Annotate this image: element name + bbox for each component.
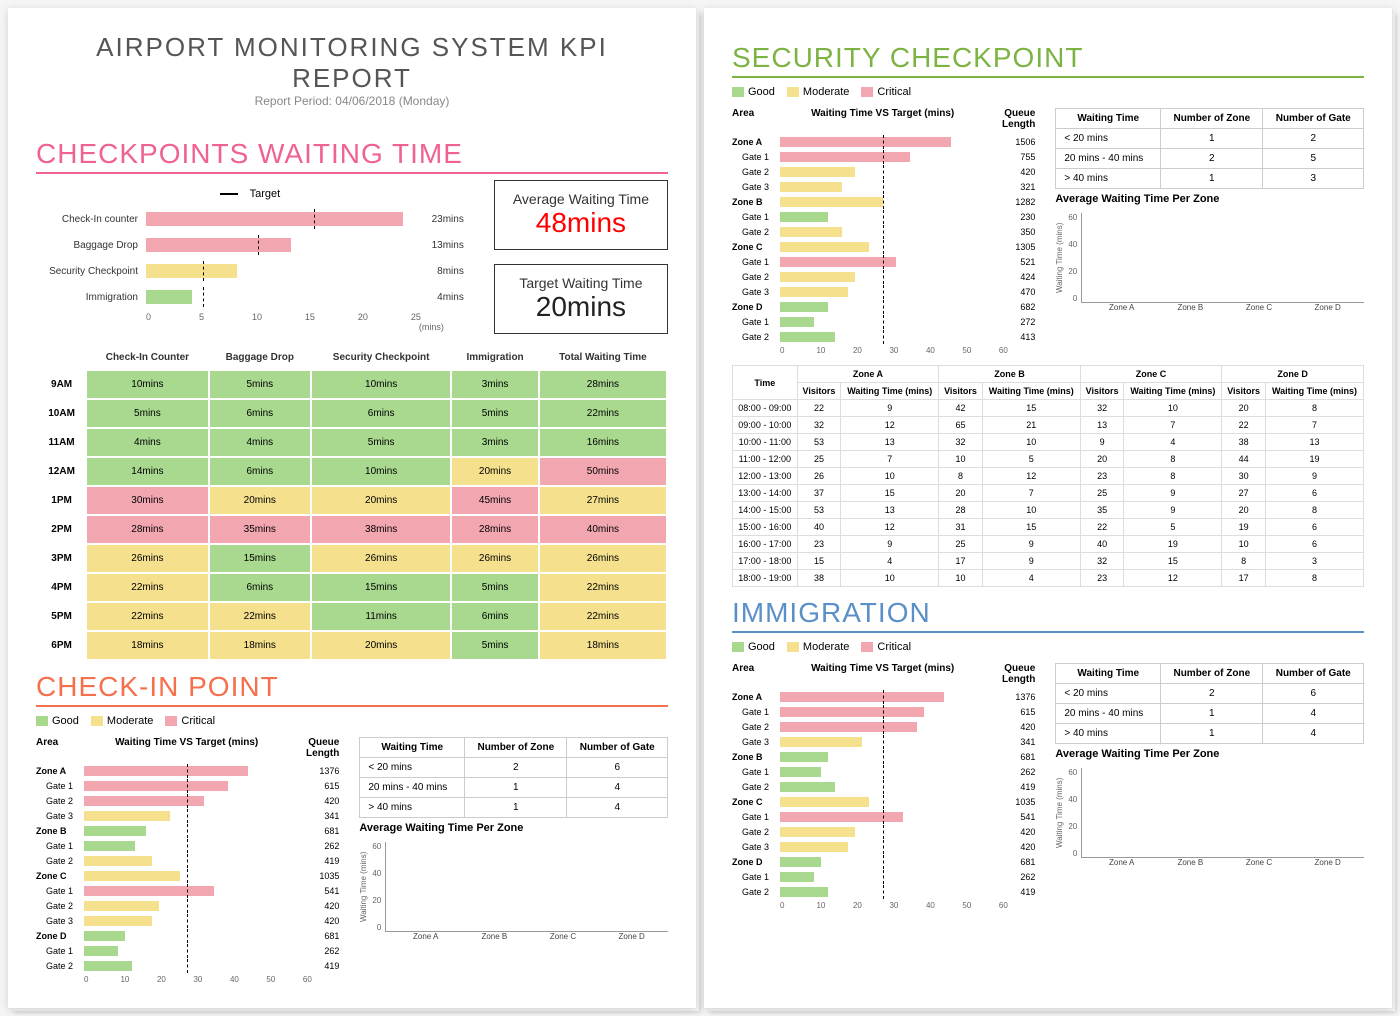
immigration-bar-chart: Average Waiting Time Per Zone Waiting Ti… <box>1055 748 1364 858</box>
zone-row: Gate 1615 <box>36 778 339 793</box>
zone-row: Gate 3321 <box>732 179 1035 194</box>
checkpoints-grid-table: Check-In CounterBaggage DropSecurity Che… <box>36 346 668 661</box>
zone-row: Zone A1506 <box>732 134 1035 149</box>
checkin-bar-chart: Average Waiting Time Per Zone Waiting Ti… <box>359 822 668 932</box>
zone-row: Gate 1541 <box>732 809 1035 824</box>
zone-row: Zone C1035 <box>732 794 1035 809</box>
zone-row: Gate 3420 <box>732 839 1035 854</box>
zone-row: Gate 2419 <box>36 853 339 868</box>
zone-row: Gate 2413 <box>732 329 1035 344</box>
zone-row: Gate 1262 <box>36 943 339 958</box>
zone-row: Gate 2419 <box>732 779 1035 794</box>
zone-row: Gate 1262 <box>732 764 1035 779</box>
security-bar-chart: Average Waiting Time Per Zone Waiting Ti… <box>1055 193 1364 303</box>
zone-row: Zone C1305 <box>732 239 1035 254</box>
security-detail-table: TimeZone AZone BZone CZone DVisitorsWait… <box>732 365 1364 587</box>
zone-row: Gate 1521 <box>732 254 1035 269</box>
zone-row: Gate 2420 <box>36 793 339 808</box>
zone-row: Zone C1035 <box>36 868 339 883</box>
checkin-heading: CHECK-IN POINT <box>36 671 668 707</box>
zone-row: Gate 2419 <box>36 958 339 973</box>
status-legend: GoodModerateCritical <box>732 86 1364 98</box>
hbar-row: Immigration4mins <box>36 286 464 308</box>
zone-row: Gate 1262 <box>732 869 1035 884</box>
zone-row: Gate 1262 <box>36 838 339 853</box>
kpi-card: Target Waiting Time20mins <box>494 264 668 334</box>
zone-row: Gate 3341 <box>732 734 1035 749</box>
checkpoints-x-axis: 0510152025 <box>146 312 464 322</box>
report-page-1: AIRPORT MONITORING SYSTEM KPI REPORT Rep… <box>8 8 696 1008</box>
zone-row: Zone D681 <box>36 928 339 943</box>
zone-row: Zone D681 <box>732 854 1035 869</box>
zone-row: Gate 1541 <box>36 883 339 898</box>
kpi-card: Average Waiting Time48mins <box>494 180 668 250</box>
zone-row: Gate 1230 <box>732 209 1035 224</box>
zone-row: Gate 2420 <box>732 824 1035 839</box>
checkpoints-hbar-chart: Check-In counter23mins Baggage Drop13mins… <box>36 208 464 308</box>
hbar-row: Security Checkpoint8mins <box>36 260 464 282</box>
zone-row: Gate 3420 <box>36 913 339 928</box>
kpi-cards: Average Waiting Time48mins Target Waiting… <box>494 180 668 334</box>
report-page-2: SECURITY CHECKPOINT GoodModerateCritical… <box>704 8 1392 1008</box>
zone-row: Gate 2420 <box>732 164 1035 179</box>
zone-row: Zone B1282 <box>732 194 1035 209</box>
zone-row: Gate 2424 <box>732 269 1035 284</box>
immigration-heading: IMMIGRATION <box>732 597 1364 633</box>
zone-row: Gate 1272 <box>732 314 1035 329</box>
immigration-zone-chart: AreaWaiting Time VS Target (mins)Queue L… <box>732 663 1035 910</box>
security-heading: SECURITY CHECKPOINT <box>732 42 1364 78</box>
report-title: AIRPORT MONITORING SYSTEM KPI REPORT <box>36 32 668 94</box>
zone-row: Gate 1615 <box>732 704 1035 719</box>
report-subtitle: Report Period: 04/06/2018 (Monday) <box>36 94 668 108</box>
zone-row: Gate 3341 <box>36 808 339 823</box>
target-legend: Target <box>36 188 464 200</box>
zone-row: Gate 1755 <box>732 149 1035 164</box>
security-summary-table: Waiting TimeNumber of ZoneNumber of Gate… <box>1055 108 1364 189</box>
zone-row: Zone A1376 <box>732 689 1035 704</box>
zone-row: Gate 2420 <box>36 898 339 913</box>
checkin-zone-chart: AreaWaiting Time VS Target (mins)Queue L… <box>36 737 339 984</box>
hbar-row: Check-In counter23mins <box>36 208 464 230</box>
checkpoints-heading: CHECKPOINTS WAITING TIME <box>36 138 668 174</box>
security-zone-chart: AreaWaiting Time VS Target (mins)Queue L… <box>732 108 1035 355</box>
checkin-summary-table: Waiting TimeNumber of ZoneNumber of Gate… <box>359 737 668 818</box>
x-unit: (mins) <box>36 322 444 332</box>
status-legend: GoodModerateCritical <box>36 715 668 727</box>
zone-row: Gate 2419 <box>732 884 1035 899</box>
zone-row: Zone A1376 <box>36 763 339 778</box>
zone-row: Zone B681 <box>36 823 339 838</box>
hbar-row: Baggage Drop13mins <box>36 234 464 256</box>
zone-row: Gate 2420 <box>732 719 1035 734</box>
zone-row: Gate 3470 <box>732 284 1035 299</box>
zone-row: Zone B681 <box>732 749 1035 764</box>
zone-row: Gate 2350 <box>732 224 1035 239</box>
immigration-summary-table: Waiting TimeNumber of ZoneNumber of Gate… <box>1055 663 1364 744</box>
status-legend: GoodModerateCritical <box>732 641 1364 653</box>
zone-row: Zone D682 <box>732 299 1035 314</box>
